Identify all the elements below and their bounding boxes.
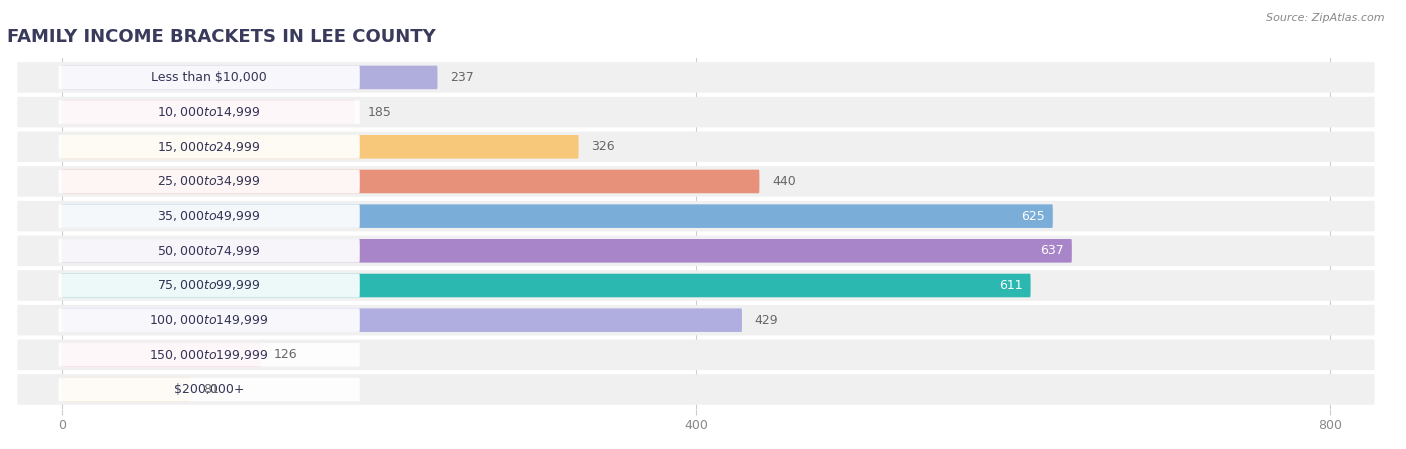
- Text: $200,000+: $200,000+: [174, 383, 245, 396]
- Text: 185: 185: [368, 106, 392, 119]
- FancyBboxPatch shape: [17, 270, 1375, 301]
- FancyBboxPatch shape: [59, 100, 360, 124]
- Text: FAMILY INCOME BRACKETS IN LEE COUNTY: FAMILY INCOME BRACKETS IN LEE COUNTY: [7, 28, 436, 46]
- FancyBboxPatch shape: [59, 204, 360, 228]
- Text: 326: 326: [592, 140, 614, 153]
- FancyBboxPatch shape: [59, 343, 360, 367]
- FancyBboxPatch shape: [59, 308, 360, 332]
- Text: 611: 611: [1000, 279, 1022, 292]
- FancyBboxPatch shape: [17, 305, 1375, 335]
- FancyBboxPatch shape: [62, 100, 354, 124]
- Text: 429: 429: [755, 314, 779, 327]
- FancyBboxPatch shape: [17, 201, 1375, 231]
- Text: 440: 440: [772, 175, 796, 188]
- Text: $35,000 to $49,999: $35,000 to $49,999: [157, 209, 262, 223]
- FancyBboxPatch shape: [62, 135, 579, 158]
- FancyBboxPatch shape: [59, 378, 360, 401]
- Text: $100,000 to $149,999: $100,000 to $149,999: [149, 313, 269, 327]
- FancyBboxPatch shape: [59, 135, 360, 158]
- Text: $15,000 to $24,999: $15,000 to $24,999: [157, 140, 262, 154]
- FancyBboxPatch shape: [62, 343, 262, 367]
- FancyBboxPatch shape: [62, 170, 759, 193]
- FancyBboxPatch shape: [62, 66, 437, 89]
- FancyBboxPatch shape: [17, 339, 1375, 370]
- Text: 126: 126: [274, 348, 298, 361]
- Text: Less than $10,000: Less than $10,000: [152, 71, 267, 84]
- Text: $150,000 to $199,999: $150,000 to $199,999: [149, 348, 269, 362]
- Text: 625: 625: [1021, 210, 1045, 223]
- Text: $75,000 to $99,999: $75,000 to $99,999: [157, 278, 262, 292]
- FancyBboxPatch shape: [62, 239, 1071, 263]
- FancyBboxPatch shape: [17, 236, 1375, 266]
- FancyBboxPatch shape: [59, 239, 360, 263]
- Text: 237: 237: [450, 71, 474, 84]
- FancyBboxPatch shape: [62, 274, 1031, 297]
- FancyBboxPatch shape: [59, 66, 360, 89]
- FancyBboxPatch shape: [62, 204, 1053, 228]
- FancyBboxPatch shape: [17, 62, 1375, 92]
- FancyBboxPatch shape: [62, 378, 190, 401]
- FancyBboxPatch shape: [17, 166, 1375, 197]
- Text: $50,000 to $74,999: $50,000 to $74,999: [157, 244, 262, 258]
- Text: Source: ZipAtlas.com: Source: ZipAtlas.com: [1267, 13, 1385, 23]
- Text: 637: 637: [1040, 244, 1064, 257]
- FancyBboxPatch shape: [17, 374, 1375, 405]
- FancyBboxPatch shape: [59, 170, 360, 193]
- FancyBboxPatch shape: [17, 97, 1375, 128]
- FancyBboxPatch shape: [59, 274, 360, 297]
- FancyBboxPatch shape: [62, 308, 742, 332]
- Text: 81: 81: [202, 383, 219, 396]
- Text: $10,000 to $14,999: $10,000 to $14,999: [157, 105, 262, 119]
- FancyBboxPatch shape: [17, 132, 1375, 162]
- Text: $25,000 to $34,999: $25,000 to $34,999: [157, 175, 262, 189]
